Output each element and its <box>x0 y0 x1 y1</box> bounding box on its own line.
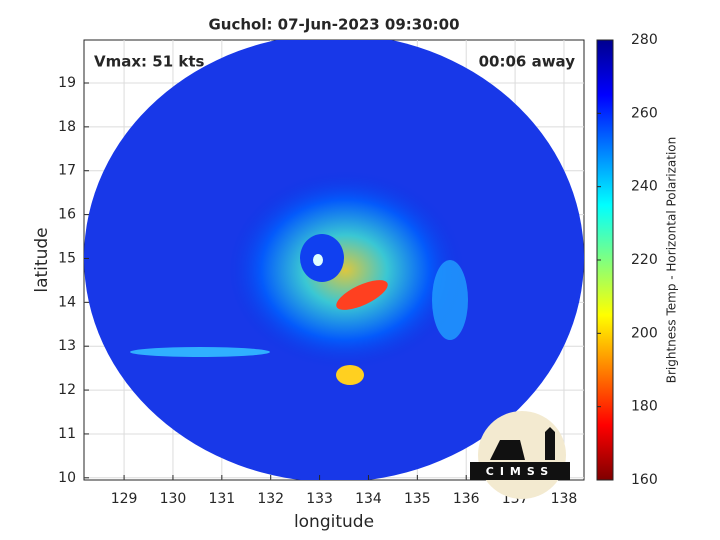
colorbar-tick-label: 180 <box>631 399 658 415</box>
logo-bar <box>470 462 570 480</box>
y-tick-label: 14 <box>58 294 76 310</box>
colorbar-tick-label: 220 <box>631 252 658 268</box>
y-tick-label: 11 <box>58 426 76 442</box>
x-tick-label: 130 <box>160 491 187 507</box>
x-tick-label: 135 <box>404 491 431 507</box>
y-tick-label: 16 <box>58 207 76 223</box>
x-tick-label: 134 <box>355 491 382 507</box>
logo-text: CIMSS <box>486 465 554 478</box>
colorbar-label: Brightness Temp - Horizontal Polarizatio… <box>665 137 679 384</box>
x-tick-label: 129 <box>111 491 138 507</box>
convection <box>336 280 388 310</box>
y-tick-label: 12 <box>58 382 76 398</box>
colorbar-tick-label: 200 <box>631 325 658 341</box>
x-tick-label: 131 <box>208 491 235 507</box>
storm-core <box>230 170 470 370</box>
y-tick-label: 18 <box>58 119 76 135</box>
band <box>432 260 468 340</box>
annotation: Vmax: 51 kts <box>94 53 204 71</box>
x-axis-label: longitude <box>294 512 374 532</box>
blob <box>336 365 364 385</box>
x-tick-label: 133 <box>306 491 333 507</box>
eye-center <box>313 254 323 266</box>
annotation: 00:06 away <box>479 53 576 71</box>
x-tick-label: 138 <box>551 491 578 507</box>
colorbar-tick-label: 160 <box>631 472 658 488</box>
y-axis-label: latitude <box>32 227 52 292</box>
brightness-image <box>84 40 584 480</box>
y-tick-label: 15 <box>58 250 76 266</box>
y-tick-label: 10 <box>58 470 76 486</box>
title: Guchol: 07-Jun-2023 09:30:00 <box>208 16 459 34</box>
x-tick-label: 136 <box>453 491 480 507</box>
colorbar-tick-label: 280 <box>631 32 658 48</box>
logo: CIMSS <box>470 411 570 499</box>
y-tick-label: 19 <box>58 75 76 91</box>
band <box>130 347 270 357</box>
logo-icons <box>490 427 555 460</box>
colorbar-tick-label: 240 <box>631 179 658 195</box>
y-tick-label: 13 <box>58 338 76 354</box>
y-tick-label: 17 <box>58 163 76 179</box>
x-tick-label: 132 <box>257 491 284 507</box>
colorbar-tick-label: 260 <box>631 105 658 121</box>
